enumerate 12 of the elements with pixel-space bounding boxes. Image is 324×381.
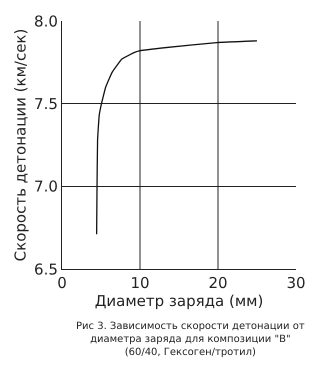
y-tick-label: 7.0 [34, 178, 58, 196]
y-tick-label: 6.5 [34, 260, 58, 278]
y-tick-label: 8.0 [34, 12, 58, 30]
x-tick-label: 0 [57, 274, 67, 292]
x-axis-title: Диаметр заряда (мм) [94, 292, 264, 310]
y-tick-label: 7.5 [34, 94, 58, 113]
x-tick-label: 10 [130, 274, 150, 292]
x-tick-label: 20 [208, 274, 228, 292]
x-tick-label: 30 [286, 274, 306, 292]
y-axis-title: Скорость детонации (км/сек) [11, 28, 30, 262]
text: Рис 3. Зависимость скорости детонации от диаметра заряда для композиции "В" (60/40, Гексоген/тротил) [76, 321, 305, 358]
line-series [96, 40, 258, 235]
